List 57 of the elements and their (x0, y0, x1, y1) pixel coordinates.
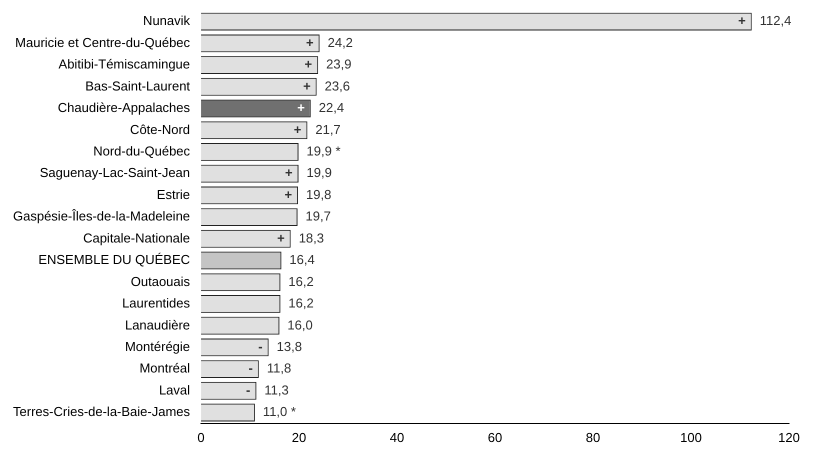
y-tick-label: Côte-Nord (130, 122, 190, 137)
y-tick-label: Nunavik (143, 13, 191, 28)
x-tick-label: 20 (292, 430, 306, 445)
data-label: 13,8 (276, 338, 302, 354)
data-label: 22,4 (318, 100, 344, 116)
x-tick-label: 100 (680, 430, 702, 445)
data-label: 16,2 (288, 296, 314, 311)
y-tick-label: Nord-du-Québec (93, 144, 191, 159)
data-label: 24,2 (328, 34, 353, 50)
data-label: 18,3 (298, 230, 324, 246)
data-label: 19,8 (306, 186, 332, 202)
y-tick-label: Montréal (139, 360, 190, 376)
y-tick-label: Laval (158, 382, 190, 398)
y-tick-label: Lanaudière (124, 317, 190, 332)
y-tick-label: Chaudière-Appalaches (58, 100, 191, 116)
y-tick-label: Outaouais (130, 274, 191, 289)
y-tick-label: Saguenay-Lac-Saint-Jean (40, 165, 190, 180)
y-tick-label: Bas-Saint-Laurent (85, 78, 190, 94)
annotation: + (284, 186, 292, 202)
annotation: + (304, 56, 313, 72)
data-label: 23,9 (326, 56, 352, 72)
annotation: - (246, 382, 250, 398)
data-label: 23,6 (324, 78, 350, 94)
annotation: + (306, 34, 314, 50)
data-label: 16,2 (288, 274, 314, 289)
y-tick-label: Capitale-Nationale (83, 230, 190, 246)
data-label: 19,9 (306, 165, 332, 180)
data-label: 11,8 (266, 360, 292, 376)
annotation: + (294, 122, 302, 137)
y-tick-label: Mauricie et Centre-du-Québec (15, 34, 191, 50)
x-tick-label: 120 (778, 430, 800, 445)
y-tick-label: Terres-Cries-de-la-Baie-James (13, 404, 191, 420)
annotation: + (297, 100, 306, 116)
x-tick-label: 60 (488, 430, 502, 445)
data-label: 16,0 (287, 317, 313, 332)
data-label: 19,9 * (306, 144, 341, 159)
annotation: - (248, 360, 253, 376)
annotation: + (303, 78, 312, 94)
x-tick-label: 80 (586, 430, 600, 445)
x-tick-label: 0 (197, 430, 205, 445)
x-tick-label: 40 (390, 430, 404, 445)
annotation: - (258, 338, 263, 354)
y-tick-label: Laurentides (122, 296, 191, 311)
data-label: 11,3 (264, 382, 289, 398)
annotation: + (277, 230, 286, 246)
y-tick-label: ENSEMBLE DU QUÉBEC (38, 252, 190, 268)
y-tick-label: Montérégie (124, 338, 190, 354)
data-label: 21,7 (315, 122, 341, 137)
data-label: 112,4 (760, 13, 792, 28)
data-label: 19,7 (306, 208, 331, 224)
data-label: 11,0 * (262, 404, 296, 420)
y-tick-label: Estrie (156, 186, 190, 202)
y-tick-label: Abitibi-Témiscamingue (58, 56, 190, 72)
annotation: + (284, 165, 293, 180)
y-tick-label: Gaspésie-Îles-de-la-Madeleine (13, 208, 190, 224)
annotation: + (738, 13, 746, 28)
data-label: 16,4 (289, 252, 315, 268)
